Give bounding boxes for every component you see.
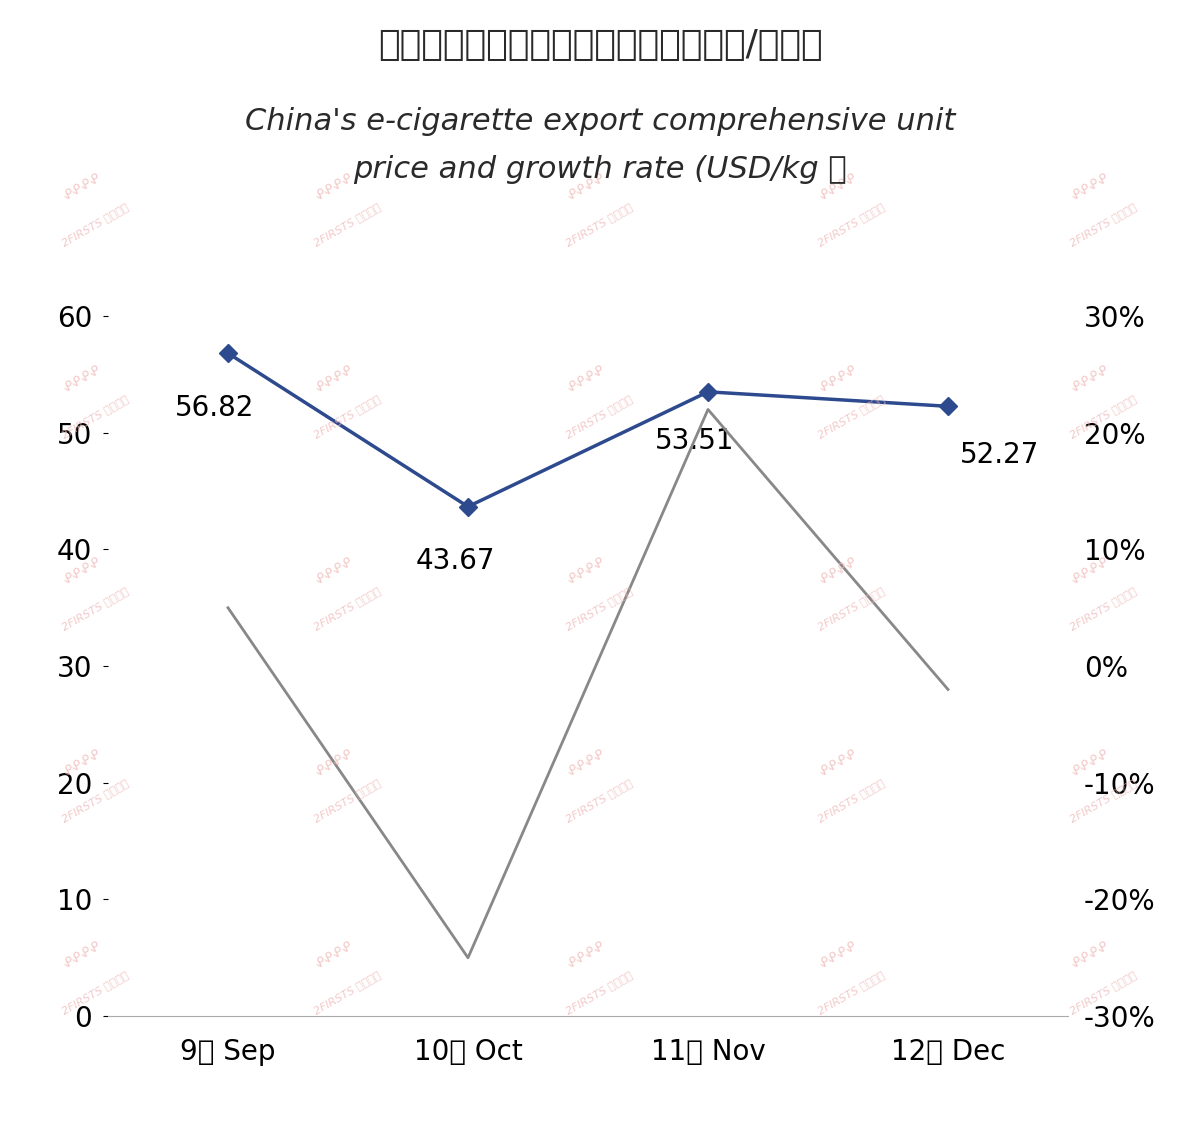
Text: China's e-cigarette export comprehensive unit: China's e-cigarette export comprehensive… bbox=[245, 107, 955, 137]
Text: 2FIRSTS 两个至上: 2FIRSTS 两个至上 bbox=[60, 778, 131, 824]
Text: 2FIRSTS 两个至上: 2FIRSTS 两个至上 bbox=[1068, 586, 1139, 632]
Text: 2FIRSTS 两个至上: 2FIRSTS 两个至上 bbox=[816, 586, 887, 632]
Text: ᕵᕵᕵᕵ: ᕵᕵᕵᕵ bbox=[816, 172, 858, 203]
Text: ᕵᕵᕵᕵ: ᕵᕵᕵᕵ bbox=[564, 939, 606, 971]
Text: ᕵᕵᕵᕵ: ᕵᕵᕵᕵ bbox=[816, 364, 858, 395]
Text: 2FIRSTS 两个至上: 2FIRSTS 两个至上 bbox=[564, 202, 635, 248]
Text: 2FIRSTS 两个至上: 2FIRSTS 两个至上 bbox=[312, 778, 383, 824]
Text: ᕵᕵᕵᕵ: ᕵᕵᕵᕵ bbox=[816, 555, 858, 587]
Text: 2FIRSTS 两个至上: 2FIRSTS 两个至上 bbox=[564, 394, 635, 440]
Text: ᕵᕵᕵᕵ: ᕵᕵᕵᕵ bbox=[816, 939, 858, 971]
Text: ᕵᕵᕵᕵ: ᕵᕵᕵᕵ bbox=[1068, 555, 1110, 587]
Text: ᕵᕵᕵᕵ: ᕵᕵᕵᕵ bbox=[1068, 747, 1110, 779]
Text: 2FIRSTS 两个至上: 2FIRSTS 两个至上 bbox=[564, 778, 635, 824]
Text: 2FIRSTS 两个至上: 2FIRSTS 两个至上 bbox=[60, 394, 131, 440]
Text: 2FIRSTS 两个至上: 2FIRSTS 两个至上 bbox=[1068, 394, 1139, 440]
Text: price and growth rate (USD/kg ）: price and growth rate (USD/kg ） bbox=[353, 155, 847, 184]
Text: 2FIRSTS 两个至上: 2FIRSTS 两个至上 bbox=[816, 394, 887, 440]
Text: ᕵᕵᕵᕵ: ᕵᕵᕵᕵ bbox=[60, 364, 102, 395]
Text: 2FIRSTS 两个至上: 2FIRSTS 两个至上 bbox=[60, 970, 131, 1016]
Text: ᕵᕵᕵᕵ: ᕵᕵᕵᕵ bbox=[1068, 172, 1110, 203]
Text: ᕵᕵᕵᕵ: ᕵᕵᕵᕵ bbox=[1068, 939, 1110, 971]
Text: ᕵᕵᕵᕵ: ᕵᕵᕵᕵ bbox=[816, 747, 858, 779]
Text: 2FIRSTS 两个至上: 2FIRSTS 两个至上 bbox=[816, 778, 887, 824]
Text: 2FIRSTS 两个至上: 2FIRSTS 两个至上 bbox=[60, 586, 131, 632]
Text: 2FIRSTS 两个至上: 2FIRSTS 两个至上 bbox=[312, 202, 383, 248]
Text: 2FIRSTS 两个至上: 2FIRSTS 两个至上 bbox=[564, 970, 635, 1016]
Text: 43.67: 43.67 bbox=[415, 548, 494, 576]
Text: ᕵᕵᕵᕵ: ᕵᕵᕵᕵ bbox=[312, 172, 354, 203]
Text: ᕵᕵᕵᕵ: ᕵᕵᕵᕵ bbox=[312, 747, 354, 779]
Text: 2FIRSTS 两个至上: 2FIRSTS 两个至上 bbox=[816, 202, 887, 248]
Text: ᕵᕵᕵᕵ: ᕵᕵᕵᕵ bbox=[564, 555, 606, 587]
Text: ᕵᕵᕵᕵ: ᕵᕵᕵᕵ bbox=[564, 747, 606, 779]
Text: 2FIRSTS 两个至上: 2FIRSTS 两个至上 bbox=[312, 394, 383, 440]
Text: 2FIRSTS 两个至上: 2FIRSTS 两个至上 bbox=[1068, 202, 1139, 248]
Text: ᕵᕵᕵᕵ: ᕵᕵᕵᕵ bbox=[60, 555, 102, 587]
Text: 52.27: 52.27 bbox=[960, 441, 1039, 470]
Text: 2FIRSTS 两个至上: 2FIRSTS 两个至上 bbox=[60, 202, 131, 248]
Text: ᕵᕵᕵᕵ: ᕵᕵᕵᕵ bbox=[60, 747, 102, 779]
Text: ᕵᕵᕵᕵ: ᕵᕵᕵᕵ bbox=[60, 939, 102, 971]
Text: ᕵᕵᕵᕵ: ᕵᕵᕵᕵ bbox=[60, 172, 102, 203]
Text: 2FIRSTS 两个至上: 2FIRSTS 两个至上 bbox=[816, 970, 887, 1016]
Text: ᕵᕵᕵᕵ: ᕵᕵᕵᕵ bbox=[564, 364, 606, 395]
Text: 56.82: 56.82 bbox=[175, 394, 254, 422]
Text: 2FIRSTS 两个至上: 2FIRSTS 两个至上 bbox=[312, 970, 383, 1016]
Text: 2FIRSTS 两个至上: 2FIRSTS 两个至上 bbox=[1068, 970, 1139, 1016]
Text: ᕵᕵᕵᕵ: ᕵᕵᕵᕵ bbox=[564, 172, 606, 203]
Text: 53.51: 53.51 bbox=[655, 427, 734, 455]
Text: 2FIRSTS 两个至上: 2FIRSTS 两个至上 bbox=[312, 586, 383, 632]
Text: ᕵᕵᕵᕵ: ᕵᕵᕵᕵ bbox=[312, 939, 354, 971]
Text: 2FIRSTS 两个至上: 2FIRSTS 两个至上 bbox=[1068, 778, 1139, 824]
Text: ᕵᕵᕵᕵ: ᕵᕵᕵᕵ bbox=[312, 555, 354, 587]
Text: ᕵᕵᕵᕵ: ᕵᕵᕵᕵ bbox=[312, 364, 354, 395]
Text: ᕵᕵᕵᕵ: ᕵᕵᕵᕵ bbox=[1068, 364, 1110, 395]
Text: 中国电子烟出口综合单价及增速（美元/千克）: 中国电子烟出口综合单价及增速（美元/千克） bbox=[378, 28, 822, 62]
Text: 2FIRSTS 两个至上: 2FIRSTS 两个至上 bbox=[564, 586, 635, 632]
